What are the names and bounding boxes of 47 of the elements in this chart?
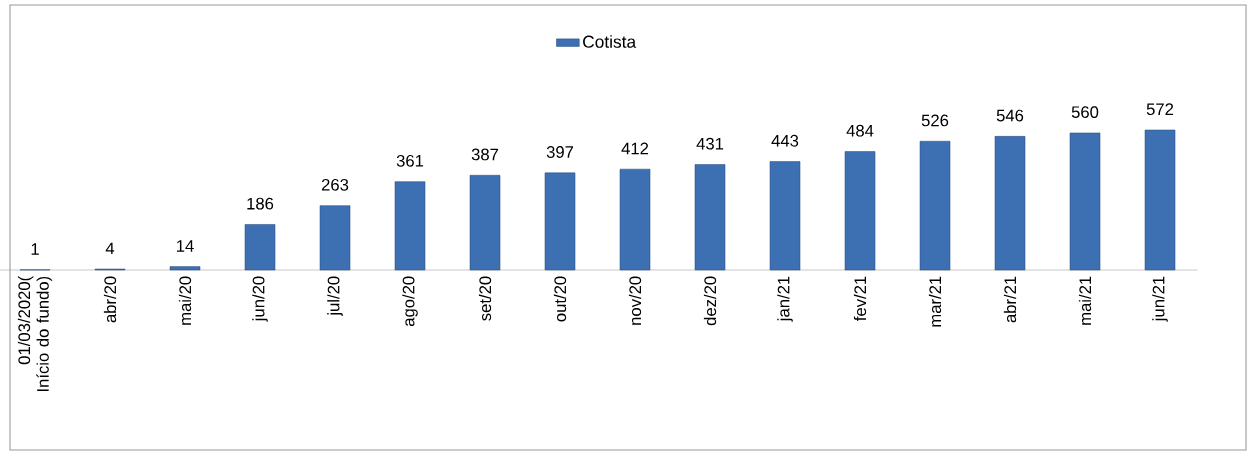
bar (394, 181, 426, 271)
data-label: 361 (396, 154, 424, 167)
x-tick-label: jun/21 (1152, 276, 1168, 322)
bar (169, 266, 201, 271)
bar (244, 224, 276, 271)
bar (1144, 129, 1176, 271)
x-tick-label: set/20 (478, 276, 492, 321)
x-tick-label: ago/20 (402, 276, 418, 327)
bar (919, 140, 951, 271)
bar (619, 168, 651, 271)
data-label: 4 (105, 242, 115, 255)
data-label: 1 (31, 243, 39, 255)
data-label: 387 (471, 148, 499, 161)
bar (1069, 132, 1101, 271)
x-tick-label: jan/21 (777, 276, 793, 322)
x-tick-label: jul/20 (327, 276, 343, 317)
bar (769, 161, 801, 271)
bar (319, 205, 351, 271)
x-tick-label: jun/20 (252, 276, 268, 322)
bar (994, 136, 1026, 271)
x-tick-label: abr/21 (1003, 276, 1017, 323)
x-tick-label: mar/21 (928, 276, 942, 327)
bar (844, 151, 876, 271)
data-label: 431 (696, 137, 724, 150)
legend-label: Cotista (583, 35, 637, 48)
data-label: 263 (321, 178, 349, 191)
x-tick-label: nov/20 (628, 276, 642, 325)
x-tick-label: out/20 (553, 276, 567, 322)
data-label: 484 (846, 124, 874, 137)
bar (469, 175, 501, 271)
x-tick-label: mai/20 (178, 276, 192, 325)
bar (544, 172, 576, 271)
x-tick-label: abr/20 (103, 276, 117, 323)
data-label: 412 (621, 142, 649, 155)
data-label: 397 (546, 146, 574, 158)
x-tick-label: mai/21 (1078, 276, 1092, 325)
data-label: 546 (996, 109, 1024, 122)
x-tick-label: fev/21 (853, 276, 867, 321)
bar (694, 164, 726, 271)
data-label: 572 (1146, 103, 1174, 116)
x-tick-label: 01/03/2020( Início do fundo) (17, 275, 53, 392)
x-tick-label: dez/20 (703, 276, 717, 326)
data-label: 560 (1071, 106, 1099, 119)
data-label: 14 (177, 240, 194, 252)
data-label: 526 (921, 114, 949, 127)
data-label: 443 (771, 134, 799, 147)
data-label: 186 (247, 197, 274, 210)
